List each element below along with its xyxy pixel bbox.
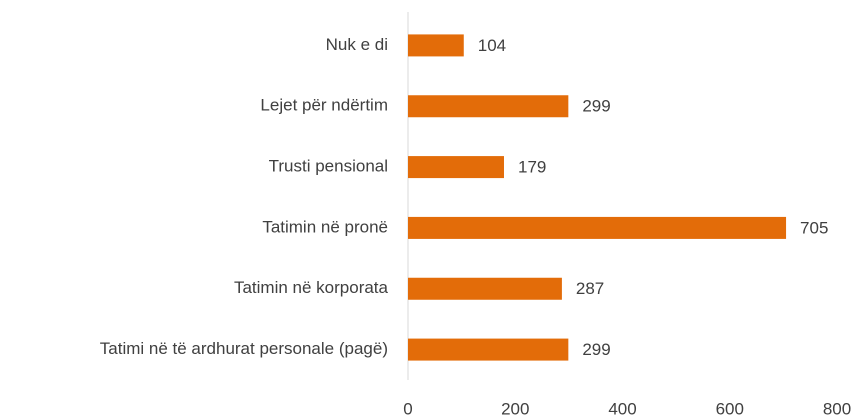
- bar: [408, 156, 504, 179]
- y-tick-label: Tatimin në korporata: [234, 278, 389, 297]
- bar: [408, 277, 562, 300]
- bar: [408, 216, 787, 239]
- value-label: 705: [800, 218, 828, 237]
- value-label: 299: [582, 97, 610, 116]
- y-tick-label: Tatimin në pronë: [262, 217, 388, 236]
- bar: [408, 95, 569, 118]
- value-label: 287: [576, 279, 604, 298]
- x-tick-label: 0: [403, 399, 412, 418]
- x-tick-label: 600: [716, 399, 744, 418]
- value-label: 179: [518, 158, 546, 177]
- x-tick-label: 400: [608, 399, 636, 418]
- bar: [408, 34, 464, 57]
- bar: [408, 338, 569, 361]
- y-tick-label: Lejet për ndërtim: [260, 96, 388, 115]
- y-tick-label: Nuk e di: [326, 35, 388, 54]
- value-label: 104: [478, 36, 506, 55]
- y-tick-label: Tatimi në të ardhurat personale (pagë): [100, 339, 388, 358]
- x-tick-label: 200: [501, 399, 529, 418]
- y-tick-label: Trusti pensional: [269, 157, 388, 176]
- value-label: 299: [582, 340, 610, 359]
- x-tick-label: 800: [823, 399, 851, 418]
